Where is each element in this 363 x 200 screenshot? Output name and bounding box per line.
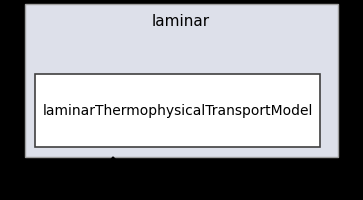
Bar (25, 5, 338, 157)
Text: laminar: laminar (152, 14, 210, 29)
Polygon shape (90, 157, 140, 184)
Bar (35, 75, 320, 147)
Text: laminarThermophysicalTransportModel: laminarThermophysicalTransportModel (42, 104, 313, 118)
